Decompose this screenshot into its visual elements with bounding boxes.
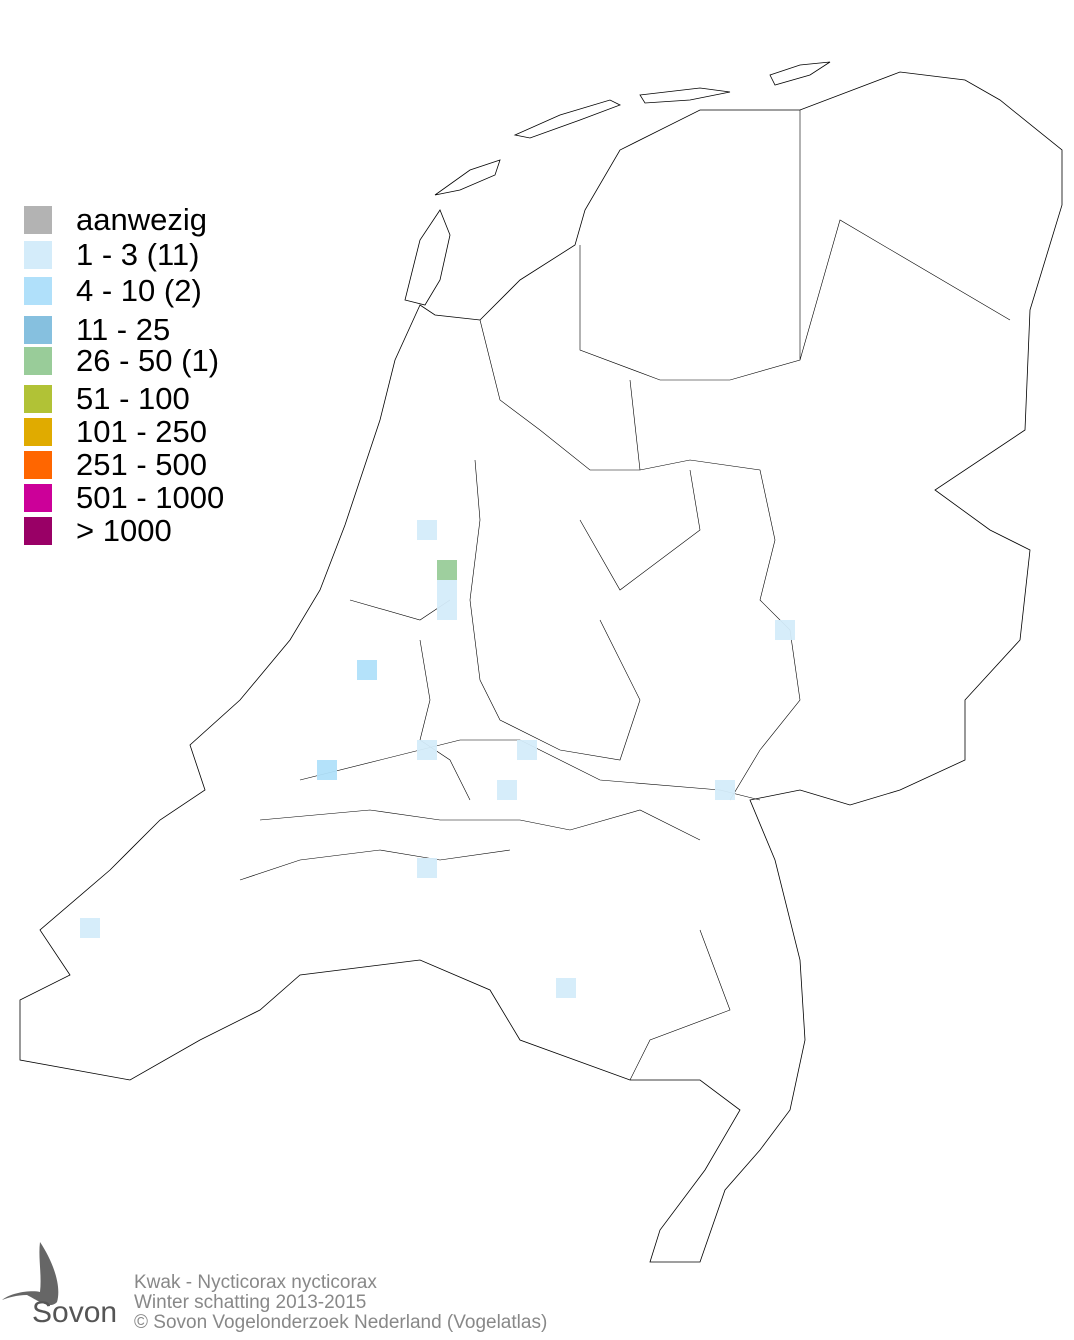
- island-ameland: [639, 87, 731, 104]
- grid-cell: [497, 780, 517, 800]
- grid-cell: [556, 978, 576, 998]
- logo-text: Sovon: [32, 1296, 118, 1329]
- grid-cell: [517, 740, 537, 760]
- grid-cell: [437, 600, 457, 620]
- copyright: © Sovon Vogelonderzoek Nederland (Vogela…: [134, 1312, 548, 1333]
- legend-item: 51 - 100: [24, 383, 190, 414]
- legend-item: 4 - 10 (2): [24, 275, 202, 306]
- legend-swatch: [24, 315, 52, 344]
- legend-label: aanwezig: [76, 202, 207, 237]
- map-caption: Kwak - Nycticorax nycticorax Winter scha…: [134, 1273, 547, 1333]
- grid-cell: [715, 780, 735, 800]
- island-schiermonnikoog: [769, 61, 831, 86]
- grid-cell: [417, 740, 437, 760]
- legend-label: 11 - 25: [76, 312, 171, 347]
- country-outline: [19, 71, 1063, 1263]
- grid-cell: [775, 620, 795, 640]
- legend-item: 501 - 1000: [24, 482, 224, 513]
- sovon-logo: [2, 1242, 59, 1305]
- legend-swatch: [24, 516, 52, 545]
- legend-item: > 1000: [24, 515, 172, 546]
- legend-label: 251 - 500: [76, 447, 207, 482]
- island-terschelling: [513, 99, 621, 139]
- grid-cell: [357, 660, 377, 680]
- legend-item: 1 - 3 (11): [24, 239, 199, 270]
- legend-swatch: [24, 276, 52, 305]
- island-texel: [404, 209, 451, 306]
- legend-label: > 1000: [76, 513, 172, 548]
- legend-swatch: [24, 384, 52, 413]
- legend-swatch: [24, 417, 52, 446]
- legend-swatch: [24, 240, 52, 269]
- legend-swatch: [24, 450, 52, 479]
- legend-item: 26 - 50 (1): [24, 345, 219, 376]
- grid-cell: [317, 760, 337, 780]
- legend-swatch: [24, 483, 52, 512]
- legend-swatch: [24, 346, 52, 375]
- legend-label: 51 - 100: [76, 381, 190, 416]
- grid-cell: [80, 918, 100, 938]
- grid-cell: [417, 520, 437, 540]
- legend-label: 501 - 1000: [76, 480, 225, 515]
- legend-label: 4 - 10 (2): [76, 273, 202, 308]
- legend-item: 11 - 25: [24, 314, 170, 345]
- legend-label: 101 - 250: [76, 414, 207, 449]
- period: Winter schatting 2013-2015: [134, 1292, 367, 1313]
- legend-label: 1 - 3 (11): [76, 237, 200, 272]
- province-borders: [239, 110, 1011, 1081]
- legend-swatch: [24, 205, 52, 234]
- legend-item: 101 - 250: [24, 416, 207, 447]
- grid-cell: [437, 560, 457, 580]
- legend-label: 26 - 50 (1): [76, 343, 220, 378]
- grid-cell: [417, 858, 437, 878]
- legend-item: 251 - 500: [24, 449, 207, 480]
- legend-item: aanwezig: [24, 204, 207, 235]
- grid-cell: [437, 580, 457, 600]
- island-vlieland: [434, 159, 501, 196]
- species-name: Kwak - Nycticorax nycticorax: [134, 1272, 377, 1293]
